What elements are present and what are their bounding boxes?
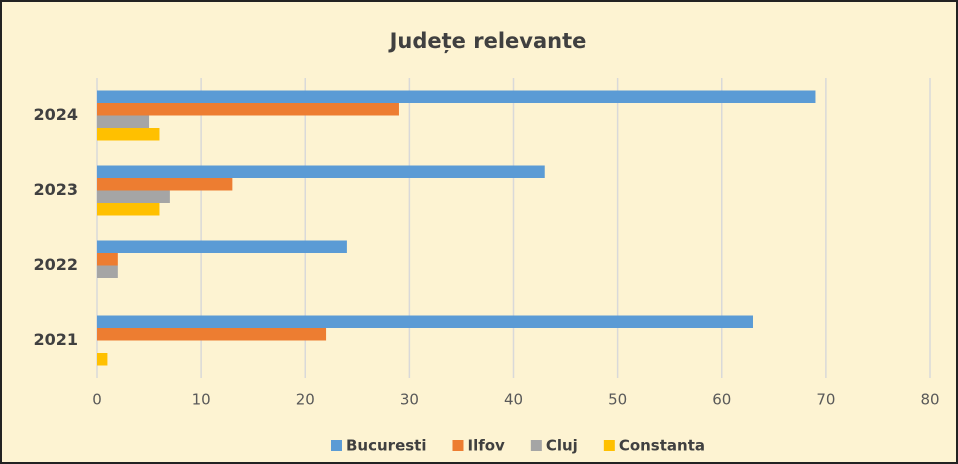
bar [97,178,233,191]
x-tick-label: 60 [712,391,731,409]
legend-label: Ilfov [467,437,505,455]
bar [97,128,160,141]
x-tick-label: 30 [400,391,419,409]
legend-label: Bucuresti [346,437,427,455]
legend-label: Cluj [546,437,578,455]
bar [97,253,118,266]
chart-title: Județe relevante [388,29,587,54]
legend-swatch [530,440,542,451]
bar [97,315,753,328]
bar [97,190,170,203]
bar [97,90,816,103]
x-tick-label: 0 [92,391,102,409]
x-tick-label: 10 [192,391,211,409]
legend-swatch [603,440,615,451]
y-tick-label: 2022 [33,255,78,274]
bar [97,165,545,178]
bar [97,103,399,116]
x-tick-label: 70 [816,391,835,409]
bar [97,353,108,366]
y-tick-label: 2021 [33,330,78,349]
bar [97,203,160,216]
x-tick-label: 80 [920,391,939,409]
bar [97,240,347,253]
bar [97,265,118,278]
y-tick-label: 2023 [33,180,78,199]
bar [97,328,327,341]
legend-label: Constanta [619,437,705,455]
x-tick-label: 20 [296,391,315,409]
legend-swatch [330,440,342,451]
x-tick-label: 50 [608,391,627,409]
bar [97,115,150,128]
legend-swatch [452,440,464,451]
y-tick-label: 2024 [33,105,78,124]
x-tick-label: 40 [504,391,523,409]
